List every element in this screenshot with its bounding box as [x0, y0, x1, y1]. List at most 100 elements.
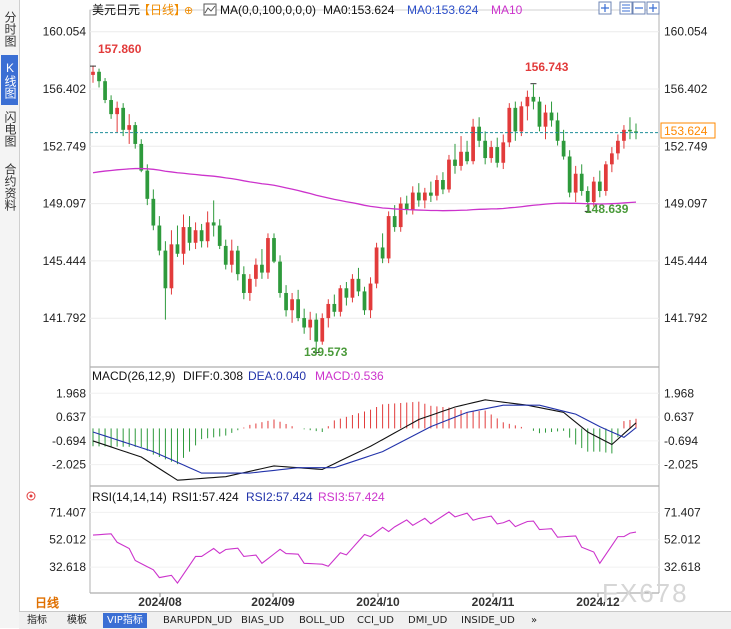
rsi-tick-left: 52.012 — [49, 533, 86, 547]
candle-body — [103, 81, 107, 101]
candle-body — [235, 250, 240, 275]
x-tick-label: 2024/10 — [356, 595, 400, 609]
candle-body — [151, 198, 156, 226]
x-tick-label: 2024/09 — [251, 595, 295, 609]
candle-body — [314, 319, 319, 342]
tab-bias[interactable]: BIAS_UD — [241, 615, 285, 626]
candle-body — [241, 274, 246, 293]
candle-body — [495, 147, 500, 163]
candle-body — [362, 291, 367, 311]
candle-body — [477, 126, 482, 141]
candle-body — [441, 180, 445, 190]
expand-icon[interactable] — [598, 1, 612, 15]
annotation-high-2: 156.743 — [525, 60, 569, 74]
candle-body — [561, 140, 566, 157]
macd-tick-left: -2.025 — [52, 458, 86, 472]
candle-body — [193, 230, 198, 243]
tab-kline[interactable]: K线图 — [1, 55, 18, 105]
price-tick-right: 145.444 — [664, 254, 708, 268]
candle-body — [447, 159, 451, 190]
candle-body — [597, 181, 602, 191]
tab-contract-info[interactable]: 合约资料 — [3, 163, 17, 211]
candle-body — [121, 107, 126, 130]
tab-timeshare[interactable]: 分时图 — [3, 11, 17, 47]
zoom-out-icon[interactable] — [632, 1, 646, 15]
price-tick-left: 160.054 — [43, 25, 87, 39]
macd-tick-right: 0.637 — [664, 410, 694, 424]
candle-body — [428, 192, 433, 196]
annotation-high-1: 157.860 — [98, 42, 142, 56]
tab-indicators[interactable]: 指标 — [27, 615, 47, 626]
zoom-in-icon[interactable] — [646, 1, 660, 15]
rsi-line — [92, 511, 637, 585]
left-tab-bar: 分时图 K线图 闪电图 合约资料 — [0, 0, 20, 628]
x-tick-label: 2024/12 — [576, 595, 620, 609]
bottom-tab-bar: 日线 指标 模板 VIP指标 BARUPDN_UD BIAS_UD BOLL_U… — [19, 596, 731, 629]
candle-body — [338, 288, 343, 312]
candle-body — [247, 278, 252, 293]
rsi3-value: RSI3:57.424 — [318, 490, 385, 504]
rsi-tick-right: 52.012 — [664, 533, 701, 547]
watermark: FX678 — [602, 578, 689, 608]
candle-body — [278, 261, 282, 293]
candle-body — [332, 303, 337, 312]
macd-tick-right: -0.694 — [664, 434, 698, 448]
candle-body — [199, 230, 204, 242]
candle-body — [579, 173, 584, 191]
candle-body — [410, 192, 415, 210]
tab-dmi[interactable]: DMI_UD — [408, 615, 448, 626]
tab-barupdn[interactable]: BARUPDN_UD — [163, 615, 233, 626]
candle-body — [181, 227, 186, 254]
macd-tick-right: -2.025 — [664, 458, 698, 472]
price-tick-right: 156.402 — [664, 82, 708, 96]
tab-lightning[interactable]: 闪电图 — [3, 111, 17, 147]
tab-templates[interactable]: 模板 — [67, 615, 87, 626]
candle-body — [609, 153, 614, 165]
tab-vip-indicators[interactable]: VIP指标 — [103, 613, 147, 628]
rsi-settings-icon[interactable] — [26, 491, 36, 501]
macd-tick-left: 1.968 — [56, 386, 86, 400]
candle-body — [573, 173, 578, 193]
price-tick-right: 141.792 — [664, 311, 708, 325]
tab-cci[interactable]: CCI_UD — [357, 615, 394, 626]
candle-body — [549, 112, 554, 121]
rsi1-value: RSI1:57.424 — [172, 490, 239, 504]
chart-canvas[interactable]: 160.054 160.054 156.402 156.402 152.749 152.7… — [0, 0, 731, 611]
price-tick-right: 160.054 — [664, 25, 708, 39]
candle-body — [320, 318, 325, 342]
candle-body — [404, 203, 409, 210]
macd-dea-line — [92, 404, 637, 474]
candle-body — [435, 180, 439, 196]
price-tick-right: 149.097 — [664, 197, 708, 211]
candle-body — [465, 151, 469, 162]
candle-body — [205, 222, 210, 242]
price-tick-left: 145.444 — [43, 254, 87, 268]
symbol-label: 美元日元 — [92, 3, 140, 17]
price-panel-frame — [89, 9, 660, 368]
candle-body — [392, 216, 397, 228]
candle-body — [525, 96, 530, 107]
macd-tick-left: 0.637 — [56, 410, 86, 424]
annotation-low-1: 139.573 — [304, 345, 348, 359]
candle-body — [296, 299, 301, 319]
candle-body — [591, 181, 596, 202]
rsi-title: RSI(14,14,14) — [92, 490, 167, 504]
candle-body — [229, 250, 234, 265]
candle-body — [163, 250, 168, 289]
macd-dea-value: DEA:0.040 — [248, 369, 306, 383]
macd-title: MACD(26,12,9) — [92, 369, 175, 383]
candle-body — [127, 125, 132, 130]
tab-more[interactable]: » — [531, 615, 538, 626]
candle-body — [398, 203, 403, 228]
candle-body — [567, 156, 572, 193]
tab-daily[interactable]: 日线 — [35, 596, 60, 610]
tab-inside[interactable]: INSIDE_UD — [461, 615, 515, 626]
tab-boll[interactable]: BOLL_UD — [299, 615, 345, 626]
candle-body — [217, 225, 222, 246]
candle-body — [453, 159, 457, 166]
add-indicator-icon[interactable]: ⊕ — [184, 5, 193, 17]
rsi-tick-left: 71.407 — [49, 505, 86, 519]
candle-body — [115, 107, 120, 115]
candle-body — [109, 100, 113, 115]
settings-icon[interactable] — [619, 1, 633, 15]
